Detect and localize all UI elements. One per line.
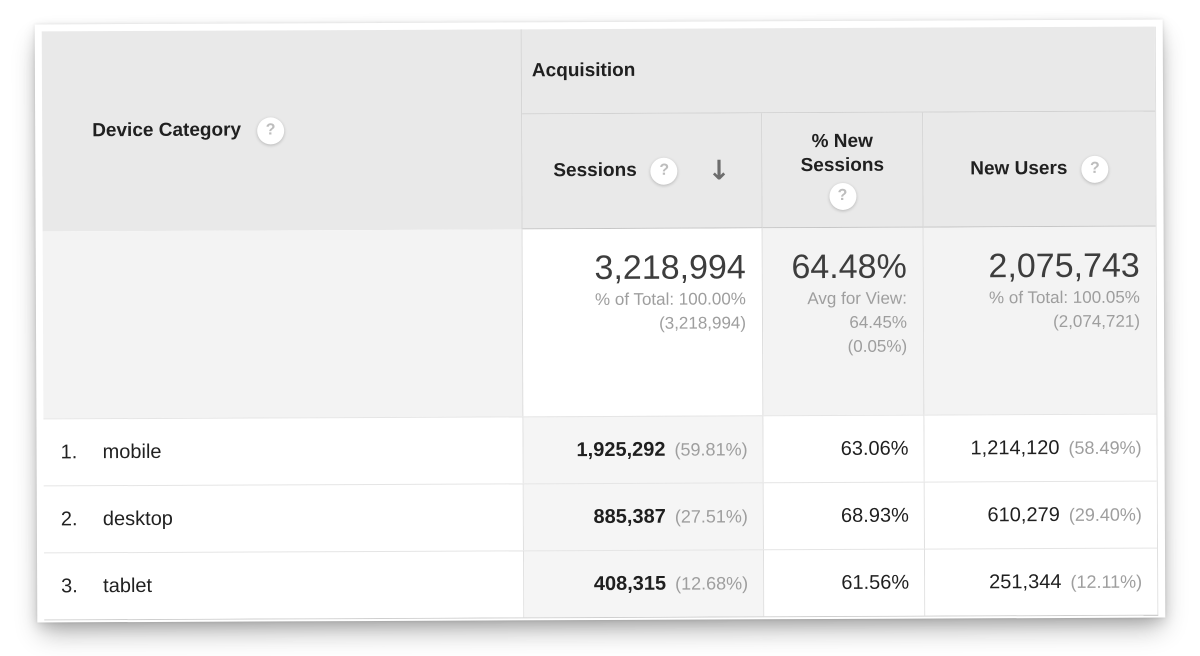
column-header-new-sessions[interactable]: % New Sessions ?: [762, 112, 924, 229]
table-row-new-users-cell: 251,344 (12.11%): [924, 547, 1158, 616]
new-users-total-value: 2,075,743: [988, 246, 1140, 286]
row-rank: 3.: [61, 574, 78, 597]
table-row-sessions-cell: 408,315 (12.68%): [523, 549, 765, 618]
device-label: tablet: [103, 574, 153, 597]
sessions-header-label: Sessions: [553, 159, 637, 182]
sessions-share: (27.51%): [674, 505, 748, 527]
table-row-new-users-cell: 1,214,120 (58.49%): [924, 413, 1157, 482]
table-row-new-users-cell: 610,279 (29.40%): [924, 480, 1157, 549]
table-row-device-cell: 1. mobile: [43, 416, 524, 486]
new-sessions-value: 61.56%: [841, 571, 910, 594]
sessions-value: 408,315: [593, 572, 667, 595]
help-icon[interactable]: ?: [1081, 155, 1109, 183]
group-header-acquisition: Acquisition: [521, 26, 1156, 115]
summary-new-users-cell: 2,075,743 % of Total: 100.05% (2,074,721…: [923, 226, 1157, 415]
table-row-sessions-cell: 885,387 (27.51%): [523, 482, 764, 551]
summary-new-sessions-cell: 64.48% Avg for View: 64.45% (0.05%): [762, 227, 925, 416]
new-sessions-avg-value: 64.48%: [791, 247, 907, 287]
sessions-total-detail: % of Total: 100.00%: [594, 289, 746, 310]
summary-sessions-cell: 3,218,994 % of Total: 100.00% (3,218,994…: [522, 228, 764, 417]
new-users-share: (12.11%): [1070, 571, 1143, 592]
sessions-total-detail: (3,218,994): [659, 313, 747, 333]
new-sessions-value: 68.93%: [840, 504, 909, 527]
new-users-header-label: New Users: [970, 157, 1068, 180]
sessions-share: (12.68%): [675, 572, 749, 594]
new-users-share: (29.40%): [1068, 504, 1142, 525]
table-row-new-sessions-cell: 63.06%: [763, 414, 925, 483]
new-sessions-header-label: % New Sessions: [800, 131, 885, 177]
table-row-device-cell: 3. tablet: [44, 550, 525, 620]
new-sessions-avg-detail: (0.05%): [847, 336, 908, 357]
new-users-total-detail: (2,074,721): [1053, 311, 1141, 332]
column-header-new-users[interactable]: New Users ?: [923, 111, 1156, 228]
analytics-table-card: Device Category ? Acquisition Sessions ?…: [34, 19, 1166, 623]
summary-device-cell: [42, 229, 524, 419]
acquisition-header-label: Acquisition: [531, 59, 636, 82]
help-icon[interactable]: ?: [650, 157, 678, 185]
help-icon[interactable]: ?: [257, 116, 285, 144]
new-users-value: 1,214,120: [970, 436, 1060, 459]
new-sessions-avg-detail: Avg for View:: [807, 288, 907, 309]
device-category-header-label: Device Category: [92, 119, 242, 142]
new-users-value: 251,344: [989, 570, 1062, 593]
new-sessions-avg-detail: 64.45%: [849, 312, 908, 333]
table-row-sessions-cell: 1,925,292 (59.81%): [523, 415, 764, 484]
row-rank: 1.: [60, 440, 78, 463]
device-label: desktop: [102, 507, 173, 530]
column-header-sessions[interactable]: Sessions ? ↓: [522, 113, 763, 230]
new-users-value: 610,279: [987, 503, 1060, 526]
new-users-share: (58.49%): [1068, 437, 1142, 458]
new-users-total-detail: % of Total: 100.05%: [988, 287, 1140, 308]
table-row-new-sessions-cell: 61.56%: [763, 548, 926, 617]
sessions-value: 1,925,292: [576, 438, 666, 461]
table-row-new-sessions-cell: 68.93%: [763, 481, 925, 550]
sort-descending-icon[interactable]: ↓: [707, 154, 731, 187]
sessions-share: (59.81%): [674, 438, 748, 460]
table-row-device-cell: 2. desktop: [43, 483, 524, 553]
new-sessions-value: 63.06%: [840, 437, 909, 460]
device-category-table: Device Category ? Acquisition Sessions ?…: [41, 26, 1159, 621]
help-icon[interactable]: ?: [828, 182, 857, 210]
row-rank: 2.: [60, 507, 78, 530]
column-header-device-category[interactable]: Device Category ?: [41, 29, 523, 232]
sessions-value: 885,387: [593, 505, 666, 528]
device-label: mobile: [102, 440, 162, 463]
sessions-total-value: 3,218,994: [594, 248, 746, 288]
